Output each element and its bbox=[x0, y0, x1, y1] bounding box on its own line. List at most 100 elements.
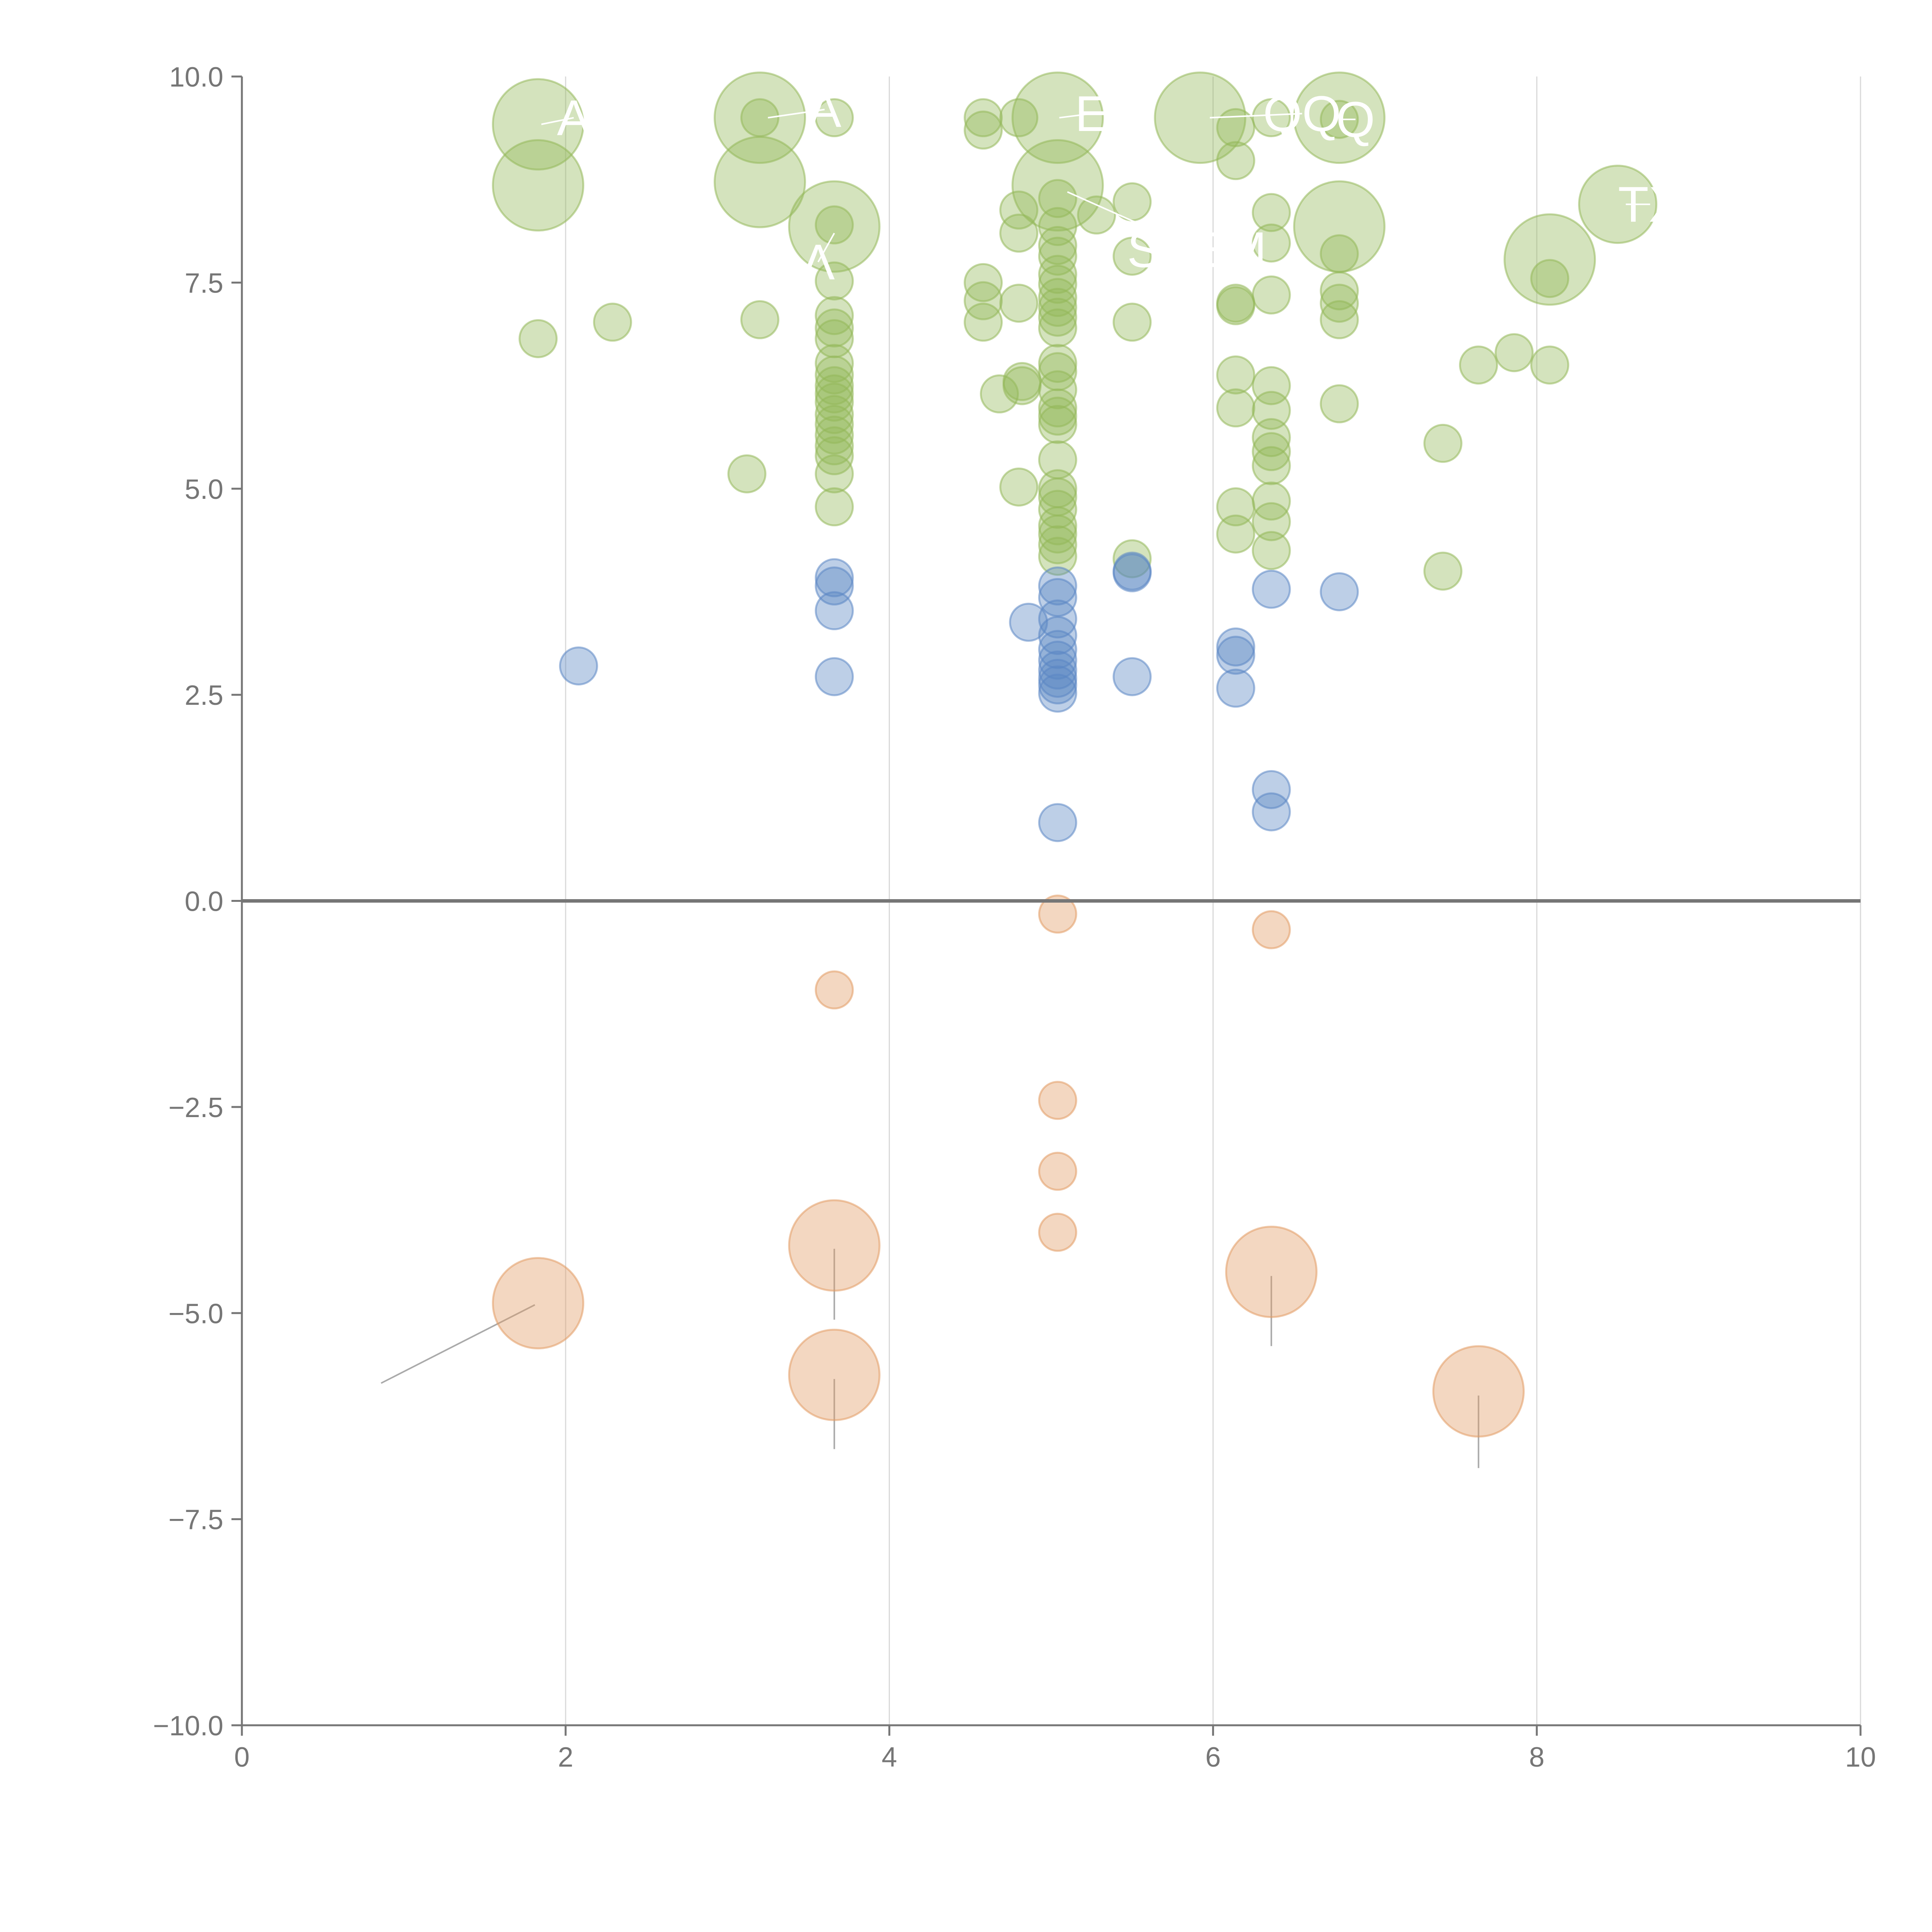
green-point bbox=[1530, 259, 1570, 298]
orange-point bbox=[1038, 895, 1077, 934]
green-point bbox=[1038, 514, 1077, 554]
x-tick-label: 6 bbox=[1205, 1742, 1221, 1773]
green-point bbox=[1423, 551, 1463, 591]
point-annotation: Λ bbox=[801, 234, 835, 290]
green-point bbox=[1459, 345, 1498, 385]
x-tick-label: 0 bbox=[234, 1742, 250, 1773]
green-point bbox=[1038, 226, 1077, 265]
green-point bbox=[1011, 71, 1104, 164]
green-point bbox=[1252, 481, 1291, 521]
green-point bbox=[1252, 193, 1291, 232]
annotation-leader bbox=[1059, 113, 1092, 119]
blue-point bbox=[1038, 650, 1077, 690]
green-point bbox=[964, 111, 1003, 150]
blue-point bbox=[1112, 657, 1152, 696]
green-point bbox=[1038, 179, 1077, 218]
green-point bbox=[815, 366, 854, 405]
green-point bbox=[1578, 165, 1658, 244]
y-tick-label: 0.0 bbox=[185, 886, 223, 917]
annotation-leader bbox=[1209, 113, 1302, 119]
blue-point bbox=[1216, 627, 1255, 667]
green-point bbox=[815, 296, 854, 335]
x-axis-ticks: 0 2 4 6 8 10 bbox=[234, 1725, 1876, 1773]
y-axis-ticks: −10.0 −7.5 −5.0 −2.5 0.0 2.5 5.0 7.5 10.… bbox=[153, 62, 242, 1742]
green-point bbox=[1216, 355, 1255, 395]
green-point bbox=[1530, 345, 1570, 385]
blue-point bbox=[1112, 553, 1152, 592]
green-point bbox=[1320, 271, 1359, 311]
annotation-leader bbox=[1067, 191, 1197, 250]
y-tick-label: 7.5 bbox=[185, 268, 223, 299]
y-tick-label: 5.0 bbox=[185, 474, 223, 505]
green-point bbox=[1252, 223, 1291, 263]
green-point bbox=[1038, 525, 1077, 565]
green-point bbox=[492, 139, 585, 232]
green-point bbox=[713, 136, 806, 228]
blue-point bbox=[559, 646, 598, 685]
green-point bbox=[1038, 265, 1077, 304]
green-point bbox=[1216, 286, 1255, 325]
green-point bbox=[1038, 287, 1077, 327]
annotation-leader bbox=[768, 109, 825, 119]
orange-point bbox=[1038, 1081, 1077, 1120]
y-tick-label: −2.5 bbox=[168, 1092, 223, 1123]
green-point bbox=[815, 205, 854, 245]
green-point bbox=[1038, 405, 1077, 444]
x-tick-label: 2 bbox=[558, 1742, 573, 1773]
x-tick-label: 4 bbox=[882, 1742, 897, 1773]
leader-lines bbox=[381, 1248, 1480, 1468]
blue-point bbox=[1252, 792, 1291, 832]
orange-point bbox=[1038, 1151, 1077, 1191]
green-point bbox=[1038, 396, 1077, 436]
green-point bbox=[1320, 284, 1359, 323]
green-point bbox=[815, 374, 854, 413]
point-annotation: TX bbox=[1618, 176, 1682, 233]
blue-point bbox=[1216, 668, 1255, 708]
annotation-leader bbox=[817, 233, 835, 263]
green-point bbox=[1495, 333, 1534, 372]
y-tick-label: −5.0 bbox=[168, 1298, 223, 1329]
green-point bbox=[1216, 514, 1255, 554]
green-point bbox=[1216, 108, 1255, 147]
leader-line bbox=[381, 1304, 536, 1384]
green-point bbox=[1252, 531, 1291, 570]
orange-point bbox=[1252, 910, 1291, 949]
green-point bbox=[1038, 537, 1077, 576]
green-point bbox=[1112, 236, 1152, 276]
green-point bbox=[964, 303, 1003, 342]
green-point bbox=[815, 405, 854, 444]
annotation-leader bbox=[541, 117, 574, 125]
green-point bbox=[740, 300, 779, 339]
green-point bbox=[1252, 391, 1291, 430]
y-tick-label: 2.5 bbox=[185, 680, 223, 711]
data-points bbox=[492, 71, 1658, 1438]
point-annotations: A A E QQQ TX STEM Λ bbox=[541, 81, 1682, 290]
blue-point bbox=[1038, 599, 1077, 639]
green-point bbox=[1252, 502, 1291, 541]
blue-point bbox=[1038, 630, 1077, 669]
green-point bbox=[999, 467, 1039, 507]
point-annotation: Q bbox=[1336, 91, 1375, 148]
point-annotation: A bbox=[557, 90, 590, 146]
green-point bbox=[1038, 278, 1077, 317]
green-point bbox=[815, 426, 854, 466]
blue-point bbox=[815, 657, 854, 696]
green-point bbox=[1423, 423, 1463, 463]
blue-point bbox=[1009, 602, 1048, 642]
green-point bbox=[1112, 303, 1152, 342]
green-point bbox=[1293, 71, 1386, 164]
point-annotation: STEM bbox=[1127, 221, 1267, 278]
green-point bbox=[1112, 539, 1152, 578]
green-point bbox=[1216, 141, 1255, 180]
y-tick-label: 10.0 bbox=[169, 62, 223, 93]
green-point bbox=[713, 71, 806, 164]
green-point bbox=[727, 454, 767, 493]
point-annotation: QQ bbox=[1263, 85, 1341, 142]
green-point bbox=[593, 303, 632, 342]
green-point bbox=[815, 395, 854, 434]
green-point bbox=[1038, 308, 1077, 348]
y-tick-label: −7.5 bbox=[168, 1505, 223, 1536]
orange-point bbox=[1225, 1226, 1318, 1318]
blue-point bbox=[1216, 636, 1255, 675]
